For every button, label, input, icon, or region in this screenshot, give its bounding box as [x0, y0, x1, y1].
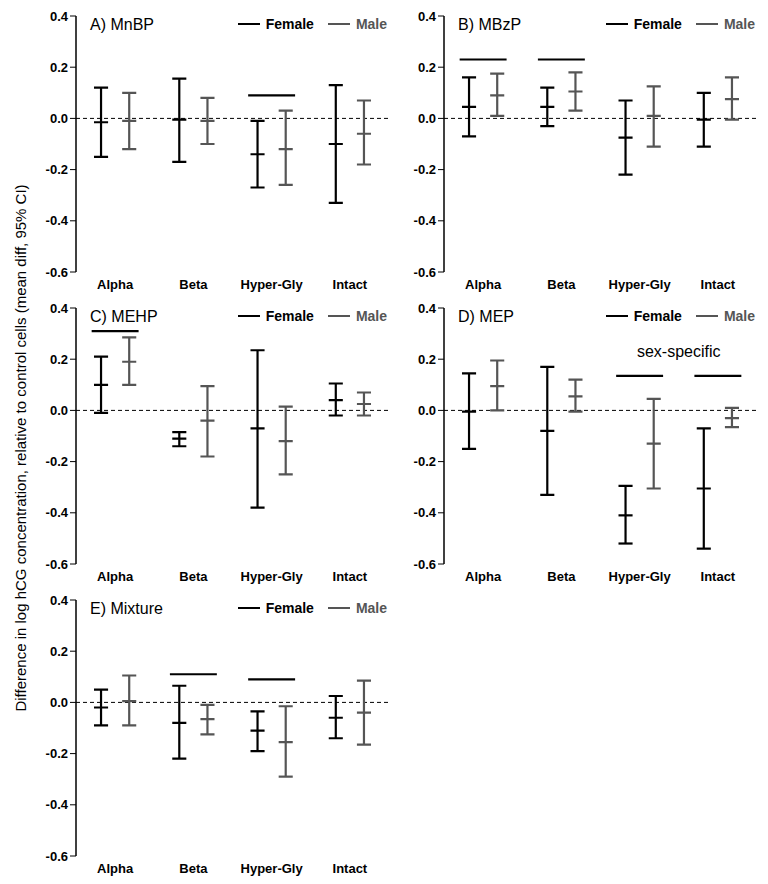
svg-text:0.4: 0.4 [418, 301, 437, 316]
svg-text:Alpha: Alpha [97, 861, 134, 876]
html-text:Female: Female [633, 308, 682, 324]
svg-text:-0.4: -0.4 [46, 797, 69, 812]
svg-text:-0.2: -0.2 [46, 454, 68, 469]
html-text:Female: Female [265, 600, 314, 616]
svg-text:0.0: 0.0 [50, 111, 68, 126]
svg-text:Beta: Beta [179, 277, 208, 292]
html-text:D) MEP: D) MEP [458, 308, 514, 325]
svg-text:0.4: 0.4 [50, 593, 69, 608]
svg-text:Beta: Beta [547, 569, 576, 584]
svg-text:Alpha: Alpha [465, 569, 502, 584]
svg-text:-0.6: -0.6 [414, 265, 436, 280]
html-text:Female: Female [633, 16, 682, 32]
svg-text:0.4: 0.4 [50, 301, 69, 316]
svg-text:-0.6: -0.6 [46, 265, 68, 280]
svg-text:-0.2: -0.2 [46, 162, 68, 177]
svg-text:0.2: 0.2 [418, 60, 436, 75]
svg-text:-0.6: -0.6 [46, 557, 68, 572]
svg-text:Intact: Intact [333, 569, 368, 584]
html-text:Difference in log hCG concentr: Difference in log hCG concentration, rel… [11, 184, 29, 712]
svg-text:-0.4: -0.4 [414, 213, 437, 228]
svg-text:-0.4: -0.4 [46, 505, 69, 520]
html-text:Male: Male [355, 308, 387, 324]
svg-text:sex-specific: sex-specific [637, 343, 721, 360]
svg-text:Intact: Intact [701, 277, 736, 292]
svg-text:Alpha: Alpha [97, 569, 134, 584]
svg-text:Hyper-Gly: Hyper-Gly [241, 277, 304, 292]
svg-text:0.2: 0.2 [50, 352, 68, 367]
svg-text:-0.6: -0.6 [46, 849, 68, 864]
html-text:C) MEHP: C) MEHP [90, 308, 158, 325]
svg-text:-0.4: -0.4 [46, 213, 69, 228]
svg-text:0.2: 0.2 [50, 644, 68, 659]
svg-text:Hyper-Gly: Hyper-Gly [609, 569, 672, 584]
svg-text:Hyper-Gly: Hyper-Gly [241, 569, 304, 584]
svg-text:-0.6: -0.6 [414, 557, 436, 572]
svg-text:0.2: 0.2 [418, 352, 436, 367]
svg-text:Hyper-Gly: Hyper-Gly [609, 277, 672, 292]
svg-text:-0.2: -0.2 [46, 746, 68, 761]
svg-text:0.0: 0.0 [50, 695, 68, 710]
svg-text:Alpha: Alpha [97, 277, 134, 292]
svg-text:-0.4: -0.4 [414, 505, 437, 520]
svg-text:-0.2: -0.2 [414, 162, 436, 177]
svg-text:0.0: 0.0 [50, 403, 68, 418]
html-text:B) MBzP: B) MBzP [458, 16, 522, 33]
html-text:E) Mixture: E) Mixture [90, 600, 163, 617]
svg-text:Intact: Intact [333, 277, 368, 292]
svg-text:Intact: Intact [333, 861, 368, 876]
html-text:Male: Male [723, 308, 755, 324]
svg-text:0.0: 0.0 [418, 111, 436, 126]
html-text:A) MnBP: A) MnBP [90, 16, 154, 33]
svg-text:0.0: 0.0 [418, 403, 436, 418]
svg-text:0.2: 0.2 [50, 60, 68, 75]
svg-text:0.4: 0.4 [50, 9, 69, 24]
html-text:Female: Female [265, 308, 314, 324]
svg-text:Beta: Beta [179, 569, 208, 584]
html-text:Male: Male [355, 16, 387, 32]
svg-text:-0.2: -0.2 [414, 454, 436, 469]
svg-text:Beta: Beta [547, 277, 576, 292]
svg-text:Hyper-Gly: Hyper-Gly [241, 861, 304, 876]
svg-text:0.4: 0.4 [418, 9, 437, 24]
svg-text:Beta: Beta [179, 861, 208, 876]
html-text:Male: Male [355, 600, 387, 616]
svg-text:Alpha: Alpha [465, 277, 502, 292]
svg-text:Intact: Intact [701, 569, 736, 584]
html-text:Male: Male [723, 16, 755, 32]
html-text:Female: Female [265, 16, 314, 32]
